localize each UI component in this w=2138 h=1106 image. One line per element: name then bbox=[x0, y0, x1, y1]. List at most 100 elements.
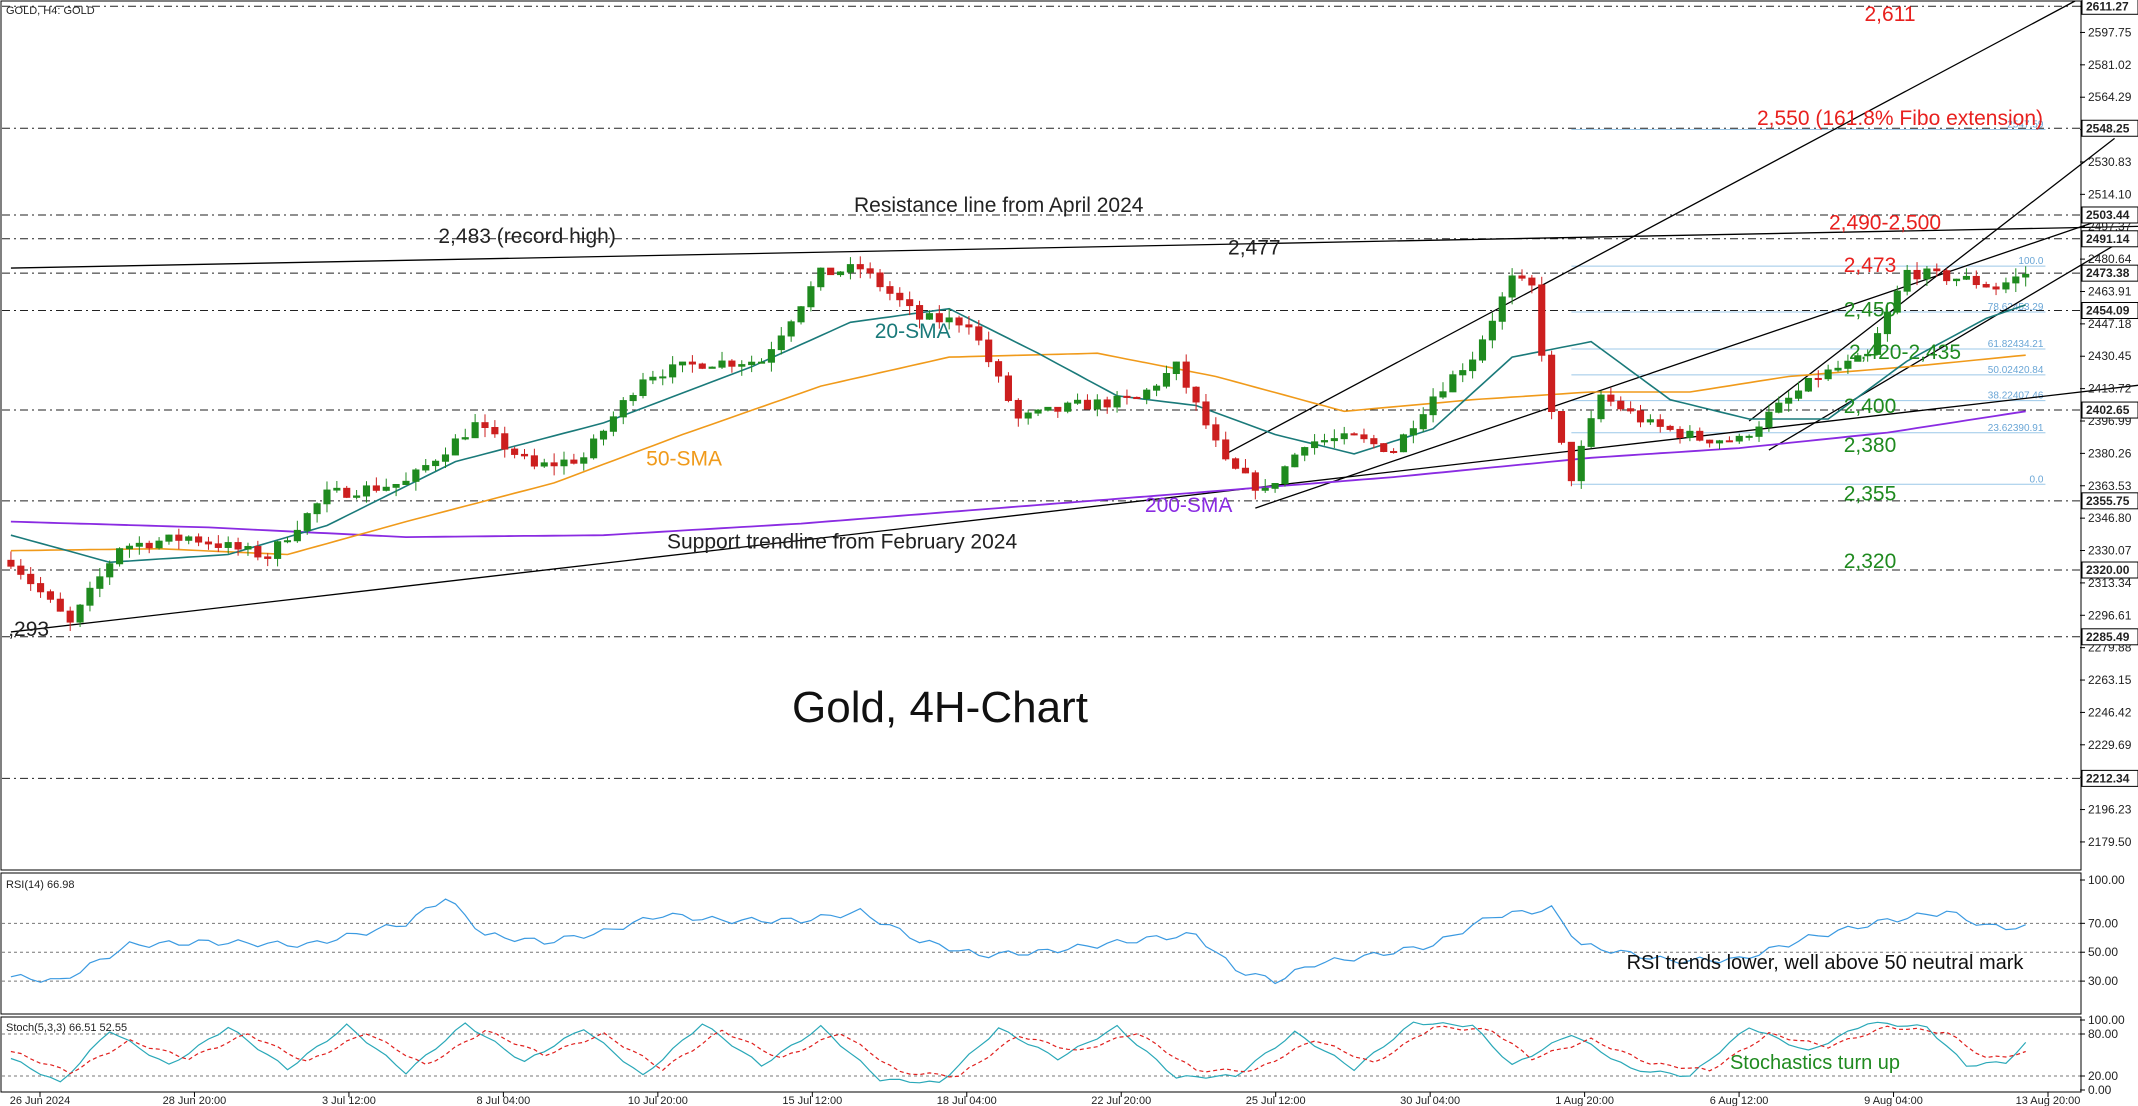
x-tick-label: 25 Jul 12:00 bbox=[1246, 1095, 1306, 1106]
candle-body bbox=[1775, 402, 1783, 413]
candle-body bbox=[1064, 402, 1072, 412]
candle-body bbox=[1962, 275, 1970, 280]
candle-body bbox=[2022, 273, 2030, 278]
x-tick-label: 15 Jul 12:00 bbox=[782, 1095, 842, 1106]
candle-body bbox=[76, 604, 84, 623]
y-tick-label: 2313.34 bbox=[2088, 576, 2132, 590]
x-tick-label: 28 Jun 20:00 bbox=[163, 1095, 227, 1106]
price-mark-label: 2454.09 bbox=[2086, 303, 2130, 317]
stoch-d-line bbox=[10, 1025, 2026, 1078]
candle-body bbox=[1557, 411, 1566, 443]
fibo-label: 23.62390.91 bbox=[1988, 423, 2044, 434]
candle-body bbox=[520, 453, 529, 457]
candle-body bbox=[530, 455, 538, 467]
key-level-label: 2,450 bbox=[1844, 298, 1897, 321]
candle-body bbox=[471, 422, 479, 439]
candle-body bbox=[1311, 441, 1319, 449]
candle-body bbox=[1004, 375, 1012, 401]
candle-body bbox=[422, 465, 430, 471]
candle-body bbox=[985, 339, 993, 363]
annotation-peak: 2,477 bbox=[1228, 237, 1281, 260]
candle-body bbox=[392, 483, 400, 488]
price-axis: 2611.272597.752581.022564.292547.562530.… bbox=[2080, 0, 2138, 849]
osc-tick-label: 30.00 bbox=[2088, 974, 2118, 988]
osc-tick-label: 70.00 bbox=[2088, 916, 2118, 930]
candle-body bbox=[1241, 467, 1250, 474]
price-mark-box bbox=[2081, 628, 2138, 646]
candle-body bbox=[955, 317, 963, 326]
candle-body bbox=[1577, 445, 1585, 482]
y-tick-label: 2447.18 bbox=[2088, 317, 2132, 331]
candle-body bbox=[402, 480, 410, 485]
candle-body bbox=[1034, 409, 1042, 414]
price-mark-label: 2473.38 bbox=[2086, 266, 2130, 280]
candle-body bbox=[698, 363, 706, 369]
y-tick-label: 2597.75 bbox=[2088, 25, 2132, 39]
candle-body bbox=[866, 268, 874, 274]
candle-body bbox=[1330, 438, 1338, 442]
candle-body bbox=[372, 485, 380, 491]
price-mark-box bbox=[2081, 206, 2138, 224]
candle-body bbox=[1538, 284, 1546, 356]
key-level-label: 2,420-2,435 bbox=[1849, 341, 1961, 364]
candle-body bbox=[1054, 406, 1062, 412]
candle-body bbox=[767, 349, 775, 363]
candle-body bbox=[1192, 386, 1200, 403]
candle-body bbox=[145, 542, 153, 549]
candle-body bbox=[965, 324, 973, 328]
candle-body bbox=[590, 438, 598, 459]
candle-body bbox=[362, 485, 371, 497]
candle-body bbox=[836, 271, 845, 276]
candle-body bbox=[876, 272, 884, 288]
candle-body bbox=[1982, 284, 1990, 288]
osc-tick-label: 20.00 bbox=[2088, 1069, 2118, 1083]
moving-averages bbox=[10, 304, 2026, 564]
osc-tick-label: 50.00 bbox=[2088, 945, 2118, 959]
candle-body bbox=[1429, 396, 1437, 416]
key-level-label: 2,355 bbox=[1844, 482, 1897, 505]
candle-body bbox=[599, 430, 608, 440]
candle-body bbox=[116, 548, 124, 565]
candle-body bbox=[659, 376, 667, 379]
y-tick-label: 2530.83 bbox=[2088, 155, 2132, 169]
candle-body bbox=[37, 583, 45, 593]
candle-body bbox=[1646, 419, 1654, 423]
stoch-note: Stochastics turn up bbox=[1730, 1052, 1900, 1074]
candle-body bbox=[185, 536, 193, 541]
candle-body bbox=[283, 540, 292, 543]
annotation-sma200: 200-SMA bbox=[1145, 494, 1233, 517]
candle-body bbox=[1617, 400, 1625, 410]
annotation-low: ,293 bbox=[8, 618, 49, 641]
candle-body bbox=[1755, 426, 1763, 437]
key-level-label: 2,320 bbox=[1844, 550, 1897, 573]
candle-body bbox=[935, 313, 943, 323]
candle-body bbox=[817, 267, 825, 288]
candle-body bbox=[540, 462, 548, 467]
candle-body bbox=[1952, 278, 1961, 282]
price-mark-box bbox=[2081, 119, 2138, 137]
candle-body bbox=[1123, 395, 1131, 398]
candle-body bbox=[994, 361, 1003, 377]
candle-body bbox=[1903, 269, 1911, 292]
candle-body bbox=[432, 460, 440, 467]
candle-body bbox=[1370, 438, 1378, 445]
candle-body bbox=[1548, 354, 1556, 413]
osc-tick-label: 0.00 bbox=[2088, 1083, 2112, 1097]
y-tick-label: 2463.91 bbox=[2088, 284, 2132, 298]
candle-body bbox=[856, 264, 864, 270]
candle-body bbox=[353, 495, 361, 498]
candle-body bbox=[412, 469, 420, 482]
x-tick-label: 13 Aug 20:00 bbox=[2016, 1095, 2081, 1106]
candle-body bbox=[135, 542, 143, 547]
candle-body bbox=[1380, 443, 1388, 453]
candle-body bbox=[175, 534, 183, 541]
candle-body bbox=[1943, 270, 1951, 282]
candle-body bbox=[1340, 433, 1348, 440]
candle-body bbox=[1350, 433, 1358, 436]
candle-body bbox=[86, 587, 94, 606]
fibo-label: 61.82434.21 bbox=[1988, 339, 2044, 350]
y-tick-label: 2246.42 bbox=[2088, 705, 2132, 719]
candle-body bbox=[17, 565, 25, 575]
stoch-panel-frame bbox=[0, 1016, 2082, 1093]
